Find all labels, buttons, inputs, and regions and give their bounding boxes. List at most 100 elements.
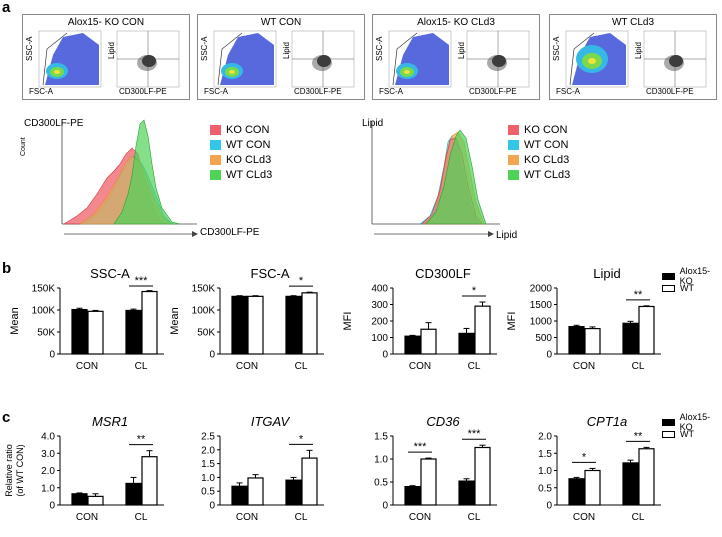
significance-label: *** — [135, 275, 149, 287]
chart-title: Lipid — [593, 266, 620, 281]
histogram-legend-swatch — [210, 124, 221, 135]
y-tick-label: 2.0 — [201, 445, 215, 456]
category-label: CON — [409, 361, 431, 372]
histogram-cd300lf-plot — [61, 119, 198, 237]
bar-wt — [584, 469, 601, 506]
y-axis-label: Mean — [169, 307, 181, 335]
flow-box-plots — [388, 30, 530, 88]
y-axis-label: MFI — [506, 312, 518, 331]
chart-title: FSC-A — [251, 266, 290, 281]
histogram-legend-label: KO CON — [524, 123, 568, 136]
histogram-lipid-legend: KO CON WT CON KO CLd3 WT CLd3 — [508, 122, 570, 182]
histogram-lipid: Lipid Lipid KO CON WT CON KO CLd3 WT CLd3 — [360, 116, 660, 246]
flow-box-x-label: FSC-A — [556, 87, 580, 96]
bar-ko — [231, 485, 248, 506]
histogram-legend-swatch — [508, 124, 519, 135]
y-tick-label: 0 — [209, 501, 215, 512]
histogram-cd300lf-legend: KO CON WT CON KO CLd3 WT CLd3 — [210, 122, 272, 182]
category-label: CON — [236, 512, 258, 523]
bar-wt — [638, 305, 655, 355]
y-tick-label: 400 — [371, 284, 388, 295]
histogram-legend-swatch — [210, 139, 221, 150]
significance-label: * — [299, 275, 304, 287]
y-tick-label: 2000 — [530, 284, 553, 295]
flow-box-x2-label: CD300LF-PE — [646, 87, 694, 96]
bar-ko — [71, 493, 88, 506]
histogram-legend-item: KO CLd3 — [210, 152, 272, 167]
flow-box-3: WT CLd3 FSC-A SSC-A CD300LF-PE Lipid — [549, 14, 717, 100]
flow-box-x2-label: CD300LF-PE — [119, 87, 167, 96]
bar-ko — [458, 332, 475, 355]
flow-box-x-label: FSC-A — [379, 87, 403, 96]
category-label: CL — [468, 512, 481, 523]
y-tick-label: 0 — [382, 350, 388, 361]
y-tick-label: 0 — [382, 501, 388, 512]
histogram-legend-item: WT CLd3 — [210, 167, 272, 182]
legend-c: Alox15-KO WT — [662, 412, 722, 440]
bar-ko — [622, 462, 639, 506]
bar-wt — [474, 446, 491, 506]
category-label: CL — [632, 361, 645, 372]
legend-b-wt-label: WT — [680, 283, 694, 293]
y-tick-label: 1.0 — [538, 466, 552, 477]
histogram-legend-label: WT CLd3 — [226, 168, 273, 181]
bar-wt — [87, 310, 104, 355]
flow-box-x-label: FSC-A — [204, 87, 228, 96]
y-tick-label: 100K — [192, 306, 216, 317]
y-tick-label: 1500 — [530, 300, 553, 311]
histogram-legend-swatch — [508, 154, 519, 165]
flow-box-2: Alox15- KO CLd3 FSC-A SSC-A CD300LF-PE Lipi… — [372, 14, 540, 100]
chart-title: ITGAV — [251, 414, 291, 429]
bar-ko — [125, 309, 142, 355]
legend-b-ko-swatch — [662, 272, 675, 280]
y-axis-label: Mean — [9, 307, 21, 335]
histogram-legend-item: KO CON — [210, 122, 272, 137]
bar-wt — [141, 456, 158, 506]
category-label: CL — [295, 512, 308, 523]
chart-title: MSR1 — [92, 414, 128, 429]
histogram-legend-label: WT CLd3 — [524, 168, 571, 181]
bar-wt — [87, 495, 104, 506]
bar-ko — [458, 480, 475, 506]
category-label: CON — [573, 361, 595, 372]
y-tick-label: 1.0 — [374, 455, 388, 466]
flow-box-x-label: FSC-A — [29, 87, 53, 96]
significance-label: * — [582, 451, 587, 463]
histogram-legend-swatch — [508, 139, 519, 150]
category-label: CL — [468, 361, 481, 372]
legend-b-wt: WT — [662, 282, 722, 294]
legend-c-ko: Alox15-KO — [662, 412, 722, 432]
y-tick-label: 3.0 — [41, 449, 55, 460]
y-tick-label: 1.5 — [538, 449, 552, 460]
y-tick-label: 1.5 — [201, 459, 215, 470]
y-tick-label: 50K — [37, 328, 55, 339]
histogram-legend-swatch — [508, 169, 519, 180]
significance-label: * — [472, 285, 477, 297]
legend-c-wt: WT — [662, 428, 722, 440]
y-tick-label: 0.5 — [374, 478, 388, 489]
y-tick-label: 1000 — [530, 317, 553, 328]
flow-box-plots — [565, 30, 707, 88]
bar-ko — [125, 482, 142, 506]
y-tick-label: 500 — [535, 333, 552, 344]
chart-title: CPT1a — [587, 414, 627, 429]
y-tick-label: 200 — [371, 317, 388, 328]
flow-box-x2-label: CD300LF-PE — [294, 87, 342, 96]
panel-label-a: a — [2, 0, 11, 16]
bar-wt — [301, 292, 318, 355]
significance-label: *** — [414, 441, 428, 453]
category-label: CON — [76, 361, 98, 372]
flow-box-title: Alox15- KO CLd3 — [417, 17, 495, 28]
category-label: CL — [295, 361, 308, 372]
bar-ko — [568, 326, 585, 355]
category-label: CON — [409, 512, 431, 523]
category-label: CL — [632, 512, 645, 523]
category-label: CL — [135, 361, 148, 372]
y-tick-label: 150K — [192, 284, 216, 295]
y-tick-label: 1.5 — [374, 432, 388, 443]
y-tick-label: 2.0 — [538, 432, 552, 443]
y-tick-label: 2.5 — [201, 432, 215, 443]
bar-ko — [285, 295, 302, 355]
y-axis-label: (of WT CON) — [15, 444, 25, 496]
